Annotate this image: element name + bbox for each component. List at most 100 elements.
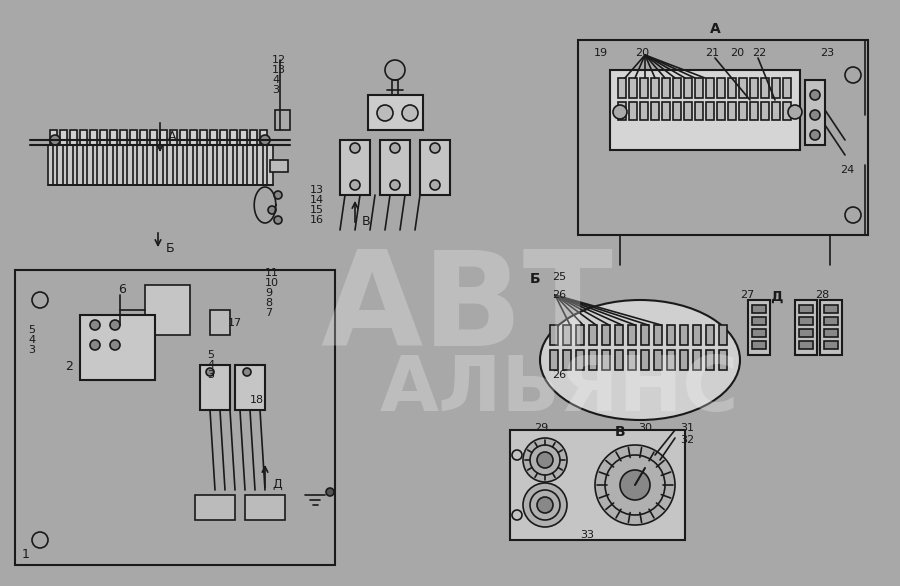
- Bar: [195, 495, 235, 520]
- Ellipse shape: [540, 300, 740, 420]
- Bar: [90, 130, 97, 145]
- Text: 20: 20: [635, 48, 649, 58]
- Text: 33: 33: [580, 530, 594, 540]
- Circle shape: [350, 143, 360, 153]
- Bar: [589, 350, 597, 370]
- Circle shape: [90, 320, 100, 330]
- Circle shape: [402, 105, 418, 121]
- Bar: [824, 341, 838, 349]
- Text: 4: 4: [272, 75, 279, 85]
- Circle shape: [523, 483, 567, 527]
- Bar: [654, 325, 662, 345]
- Bar: [80, 315, 155, 380]
- Circle shape: [274, 191, 282, 199]
- Text: 24: 24: [840, 165, 854, 175]
- Bar: [100, 130, 107, 145]
- Bar: [667, 325, 675, 345]
- Bar: [270, 160, 288, 172]
- Bar: [651, 102, 659, 120]
- Bar: [752, 341, 766, 349]
- Text: 17: 17: [228, 318, 242, 328]
- Bar: [750, 78, 758, 98]
- Bar: [706, 325, 714, 345]
- Bar: [684, 78, 692, 98]
- Text: 13: 13: [310, 185, 324, 195]
- Bar: [368, 95, 423, 130]
- Bar: [563, 350, 571, 370]
- Bar: [120, 130, 127, 145]
- Circle shape: [430, 180, 440, 190]
- Text: 11: 11: [265, 268, 279, 278]
- Text: 28: 28: [815, 290, 829, 300]
- Bar: [824, 329, 838, 337]
- Bar: [728, 102, 736, 120]
- Circle shape: [50, 135, 60, 145]
- Bar: [772, 78, 780, 98]
- Bar: [140, 130, 147, 145]
- Bar: [799, 329, 813, 337]
- Bar: [618, 102, 626, 120]
- Text: 23: 23: [820, 48, 834, 58]
- Text: 20: 20: [730, 48, 744, 58]
- Circle shape: [110, 320, 120, 330]
- Bar: [752, 329, 766, 337]
- Circle shape: [537, 497, 553, 513]
- Text: 7: 7: [265, 308, 272, 318]
- Bar: [275, 110, 290, 130]
- Circle shape: [326, 488, 334, 496]
- Bar: [60, 130, 67, 145]
- Circle shape: [537, 452, 553, 468]
- Bar: [145, 285, 190, 335]
- Text: 18: 18: [250, 395, 264, 405]
- Circle shape: [595, 445, 675, 525]
- Bar: [654, 350, 662, 370]
- Bar: [340, 140, 370, 195]
- Bar: [750, 102, 758, 120]
- Bar: [693, 325, 701, 345]
- Circle shape: [810, 130, 820, 140]
- Circle shape: [788, 105, 802, 119]
- Bar: [783, 78, 791, 98]
- Text: 4: 4: [207, 360, 214, 370]
- Text: А: А: [168, 130, 176, 143]
- Bar: [563, 325, 571, 345]
- Bar: [245, 495, 285, 520]
- Text: В: В: [615, 425, 626, 439]
- Bar: [717, 78, 725, 98]
- Text: АЛЬЯНС: АЛЬЯНС: [380, 353, 740, 427]
- Bar: [706, 78, 714, 98]
- Text: 5: 5: [28, 325, 35, 335]
- Text: 26: 26: [552, 370, 566, 380]
- Bar: [728, 78, 736, 98]
- Bar: [680, 350, 688, 370]
- Bar: [615, 350, 623, 370]
- Circle shape: [377, 105, 393, 121]
- Text: 5: 5: [207, 350, 214, 360]
- Text: Б: Б: [166, 242, 175, 255]
- Bar: [824, 305, 838, 313]
- Text: 25: 25: [552, 272, 566, 282]
- Bar: [640, 78, 648, 98]
- Bar: [739, 78, 747, 98]
- Bar: [673, 78, 681, 98]
- Circle shape: [206, 368, 214, 376]
- Text: 21: 21: [705, 48, 719, 58]
- Bar: [717, 102, 725, 120]
- Bar: [629, 102, 637, 120]
- Bar: [576, 350, 584, 370]
- Bar: [693, 350, 701, 370]
- Bar: [576, 325, 584, 345]
- Bar: [589, 325, 597, 345]
- Bar: [719, 325, 727, 345]
- Bar: [180, 130, 187, 145]
- Text: 10: 10: [265, 278, 279, 288]
- Bar: [680, 325, 688, 345]
- Bar: [618, 78, 626, 98]
- Bar: [170, 130, 177, 145]
- Bar: [235, 365, 265, 410]
- Bar: [820, 300, 842, 355]
- Bar: [706, 102, 714, 120]
- Bar: [739, 102, 747, 120]
- Bar: [799, 341, 813, 349]
- Bar: [662, 102, 670, 120]
